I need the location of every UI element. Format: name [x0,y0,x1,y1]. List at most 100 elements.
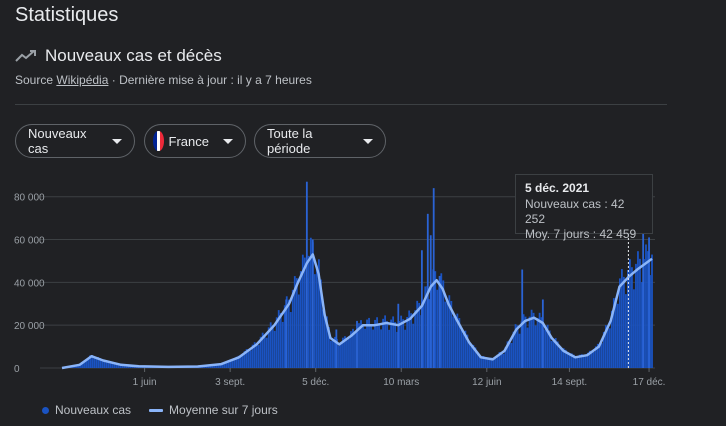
case-bar [309,237,312,368]
case-bar [330,340,332,368]
case-bar [354,333,356,368]
case-bar [105,360,108,368]
case-bar [293,276,296,368]
case-bar [277,310,280,368]
divider [15,104,667,105]
case-bar [498,352,501,368]
metric-label: Nouveaux cas [28,126,87,156]
case-bar [402,319,405,368]
case-bar [538,312,541,368]
case-bar [299,271,302,368]
case-bar [584,356,587,368]
case-bar [77,365,79,368]
case-bar [468,343,471,368]
chart-subtitle: Nouveaux cas et décès [45,46,222,65]
case-bar [462,333,465,368]
x-tick-label: 3 sept. [215,377,245,388]
case-bar [651,254,653,368]
case-bar [645,244,647,368]
case-bar [623,276,625,368]
case-bar [83,360,85,368]
case-bar [530,309,533,368]
source-line: Source Wikipédia · Dernière mise à jour … [15,73,312,87]
case-bar [456,313,459,368]
case-bar [319,279,322,368]
case-bar [283,305,286,368]
case-bar [334,336,336,368]
case-bar [510,342,513,368]
case-bar [552,339,555,368]
legend-line-icon [149,408,164,412]
period-label: Toute la période [267,126,313,156]
case-bar [263,334,266,368]
case-bar [424,286,427,368]
country-dropdown[interactable]: France [144,124,246,158]
case-bar [350,331,352,368]
case-bar [249,350,252,368]
average-line [61,253,653,370]
case-bar [516,325,519,368]
x-tick-label: 1 juin [133,377,157,388]
period-dropdown[interactable]: Toute la période [254,124,386,158]
case-bar [604,325,607,368]
case-bar [107,360,110,368]
case-bar [221,363,224,368]
case-bar-spike [285,299,288,368]
y-tick-label: 0 [14,364,20,375]
case-bar [416,300,419,368]
case-bar [422,300,425,368]
case-bar [506,341,509,368]
case-bar [89,355,91,368]
case-bar [504,347,507,368]
tooltip-date: 5 déc. 2021 [525,181,590,195]
legend-item-avg: Moyenne sur 7 jours [149,403,278,417]
metric-dropdown[interactable]: Nouveaux cas [15,124,135,158]
case-bar [608,328,611,368]
case-bar [113,362,116,368]
case-bar [390,319,393,368]
case-bar [454,318,457,368]
case-bar [528,316,531,368]
case-bar [612,298,615,368]
case-bar [649,275,651,368]
case-bar [307,255,310,368]
case-bar [412,323,415,368]
case-bar [546,324,549,368]
case-bar [99,358,102,368]
case-bar [460,329,463,368]
case-bar [637,251,639,368]
case-bar [480,356,483,368]
case-bar [348,338,350,368]
source-link[interactable]: Wikipédia [56,73,109,87]
case-bar [340,343,342,368]
case-bar [548,330,551,368]
case-bar [582,356,585,368]
case-bar [269,322,272,368]
case-bar [273,330,276,368]
case-bar [568,354,571,368]
chart-tooltip: 5 déc. 2021 Nouveaux cas : 42 252 Moy. 7… [515,174,653,241]
trending-icon [15,50,36,62]
case-bar [590,351,593,368]
case-bar [352,328,354,368]
case-bar [342,337,344,368]
case-bar [291,289,294,368]
case-bar [332,340,334,368]
cases-chart[interactable]: 0 20 000 40 000 60 000 80 000 1 juin 3 sept. 5 … [0,170,726,400]
subtitle-row: Nouveaux cas et décès [15,46,222,66]
case-bar [614,297,617,368]
case-bar [217,364,220,368]
case-bar [380,329,382,368]
case-bar [458,318,461,368]
case-bar [265,337,268,368]
case-bar [362,325,364,368]
case-bar [400,315,403,368]
case-bar [255,344,258,368]
case-bar [434,271,437,368]
case-bar [251,344,254,368]
case-bar [372,329,374,368]
case-bar [464,330,467,368]
case-bar [384,315,386,368]
case-bar-spike [642,226,645,368]
case-bar [235,356,238,368]
